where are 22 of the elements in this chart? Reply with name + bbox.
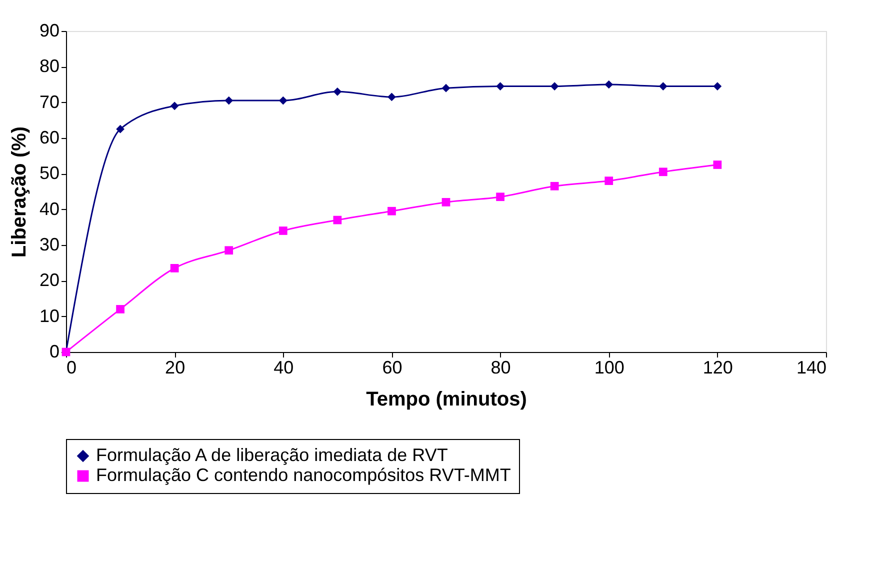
x-tick-label: 40 [274,358,294,378]
y-tick-label: 80 [39,56,60,76]
x-tick-label: 20 [165,358,186,378]
x-tick-label: 100 [594,358,624,378]
y-tick-label: 70 [39,92,60,112]
x-tick-label: 120 [702,358,733,378]
x-tick-label: 0 [66,358,77,378]
x-axis-title: Tempo (minutos) [366,388,527,410]
x-tick-label: 60 [382,358,402,378]
y-tick-label: 0 [49,342,60,362]
y-tick-label: 60 [39,128,60,148]
y-tick-label: 20 [39,270,60,290]
y-tick-label: 10 [39,306,60,326]
legend-label: Formulação C contendo nanocompósitos RVT-MMT [96,465,511,485]
y-tick-label: 30 [39,234,60,254]
x-tick-label: 140 [796,358,826,378]
x-tick-label: 80 [490,358,511,378]
y-tick-label: 90 [39,20,60,40]
y-axis-title: Liberação (%) [8,126,30,258]
legend-label: Formulação A de liberação imediata de RVT [96,445,448,465]
y-tick-label: 50 [39,163,60,184]
y-tick-label: 40 [39,198,60,219]
